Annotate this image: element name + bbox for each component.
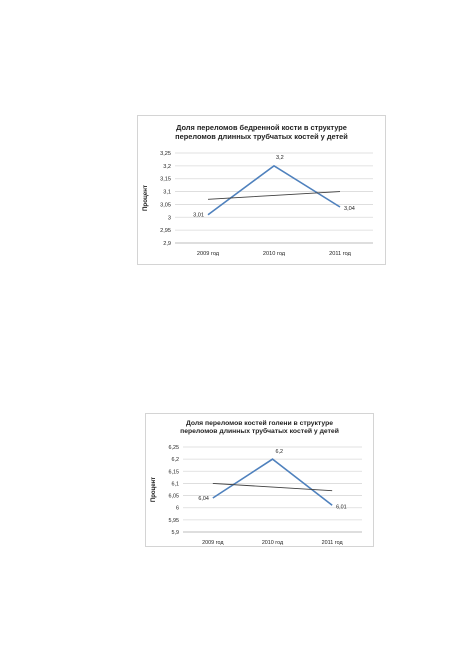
chart-shin-fractures: Доля переломов костей голени в структуре… [145, 413, 374, 547]
y-tick-label: 6,05 [169, 494, 180, 500]
data-label: 6,04 [198, 496, 209, 502]
x-tick-label: 2011 год [322, 540, 344, 546]
chart-title-line-2: переломов длинных трубчатых костей у дет… [180, 428, 339, 436]
data-label: 6,2 [276, 449, 284, 455]
series-line [207, 164, 341, 216]
chart-title-line-1: Доля переломов бедренной кости в структу… [176, 123, 347, 132]
chart-title: Доля переломов бедренной кости в структу… [138, 123, 385, 141]
x-tick-label: 2009 год [202, 540, 224, 546]
y-tick-label: 3 [168, 215, 171, 221]
y-tick-label: 3,1 [163, 190, 171, 196]
y-tick-label: 3,05 [160, 202, 171, 208]
data-label: 3,2 [276, 155, 284, 161]
y-tick-label: 3,2 [163, 164, 171, 170]
x-tick-label: 2009 год [197, 251, 220, 257]
chart-plot-area: 2,9 2,95 3 3,05 3,1 3,15 3,2 3,25 2009 год 2010 г… [142, 151, 373, 257]
data-label: 3,01 [193, 213, 204, 219]
chart-title-line-1: Доля переломов костей голени в структуре [185, 420, 334, 427]
chart-femur-fractures: Доля переломов бедренной кости в структу… [137, 115, 386, 265]
x-tick-label: 2010 год [263, 251, 286, 257]
data-label: 3,04 [344, 206, 355, 212]
trendline [212, 482, 333, 492]
y-tick-label: 5,95 [169, 518, 180, 524]
y-tick-label: 3,15 [160, 177, 171, 183]
chart-title: Доля переломов костей голени в структуре… [146, 420, 373, 436]
x-tick-label: 2010 год [262, 540, 284, 546]
trendline [207, 191, 341, 200]
chart-plot-area: 5,9 5,95 6 6,05 6,1 6,15 6,2 6,25 2009 год 2010 г… [151, 445, 362, 546]
series-line [212, 458, 333, 506]
y-tick-label: 6,1 [172, 481, 180, 487]
y-axis-title: Процент [151, 477, 157, 502]
data-label: 6,01 [336, 504, 347, 510]
y-axis-title: Процент [142, 185, 149, 211]
y-tick-label: 6,15 [169, 469, 180, 475]
y-tick-label: 2,95 [160, 228, 171, 234]
y-tick-label: 6,2 [172, 457, 180, 463]
y-tick-label: 2,9 [163, 241, 171, 247]
y-tick-label: 3,25 [160, 151, 171, 157]
chart-title-line-2: переломов длинных трубчатых костей у дет… [175, 131, 348, 141]
y-tick-label: 6 [176, 506, 179, 512]
y-tick-label: 5,9 [172, 530, 180, 536]
x-tick-label: 2011 год [329, 251, 351, 257]
y-tick-label: 6,25 [169, 445, 180, 451]
